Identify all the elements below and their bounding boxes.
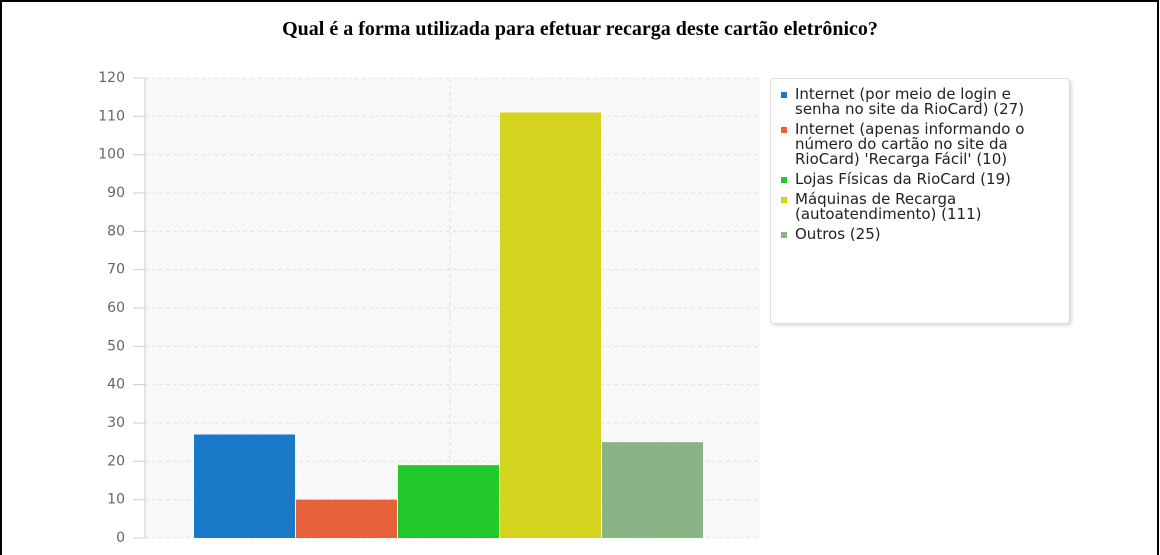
legend-swatch [781,92,787,98]
legend-swatch [781,177,787,183]
y-tick-label: 50 [107,338,125,354]
legend-label: Máquinas de Recarga (autoatendimento) (1… [795,190,982,223]
legend-item: Internet (por meio de login e senha no s… [781,87,1059,117]
y-tick-label: 10 [107,492,125,508]
legend-label: Internet (por meio de login e senha no s… [795,85,1025,118]
y-tick-label: 100 [98,147,125,163]
y-tick-label: 90 [107,185,125,201]
y-tick-label: 30 [107,415,125,431]
legend: Internet (por meio de login e senha no s… [770,78,1070,324]
bar [296,499,397,538]
legend-label: Internet (apenas informando o número do … [795,120,1025,168]
legend-swatch [781,232,787,238]
legend-label: Lojas Físicas da RioCard (19) [795,170,1011,188]
legend-item: Lojas Físicas da RioCard (19) [781,172,1059,187]
bar [602,442,703,538]
legend-item: Internet (apenas informando o número do … [781,122,1059,167]
chart-title: Qual é a forma utilizada para efetuar re… [282,18,878,40]
bar [398,465,499,538]
legend-swatch [781,127,787,133]
y-tick-label: 40 [107,377,125,393]
bar [500,112,601,538]
y-tick-label: 60 [107,300,125,316]
y-tick-label: 110 [98,108,125,124]
legend-label: Outros (25) [795,225,881,243]
y-tick-label: 20 [107,453,125,469]
legend-item: Máquinas de Recarga (autoatendimento) (1… [781,192,1059,222]
y-tick-label: 0 [116,530,125,546]
y-tick-label: 120 [98,70,125,86]
legend-item: Outros (25) [781,227,1059,242]
bar [194,434,295,538]
legend-swatch [781,197,787,203]
y-tick-label: 70 [107,262,125,278]
y-tick-label: 80 [107,223,125,239]
